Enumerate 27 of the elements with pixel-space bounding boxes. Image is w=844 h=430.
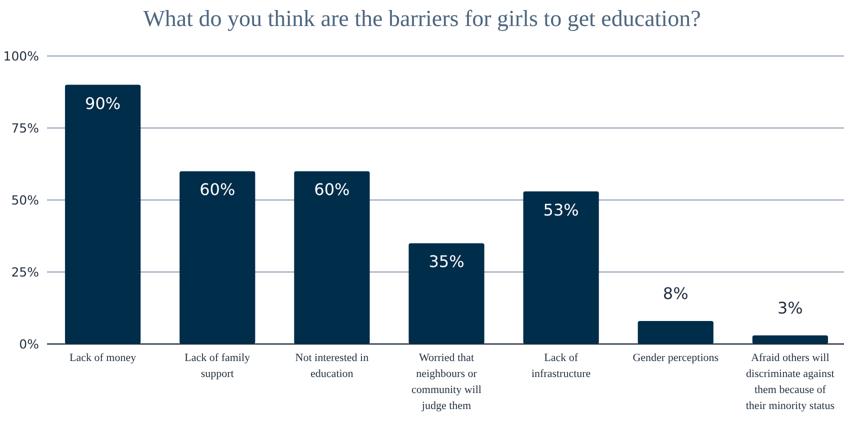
x-tick-label: Lack of infrastructure bbox=[531, 352, 591, 380]
bar bbox=[180, 171, 256, 344]
y-tick-label: 50% bbox=[11, 192, 40, 208]
x-tick-label: Lack of family support bbox=[184, 352, 251, 380]
y-tick-label: 25% bbox=[11, 264, 40, 280]
bar bbox=[638, 320, 714, 344]
bar bbox=[294, 171, 370, 344]
data-label: 60% bbox=[314, 180, 350, 200]
bar bbox=[752, 335, 828, 344]
x-tick-label: Worried that neighbours or community will judge them bbox=[412, 352, 482, 412]
y-tick-label: 0% bbox=[19, 336, 40, 352]
x-tick-label: Gender perceptions bbox=[632, 352, 719, 364]
x-tick-label: Lack of money bbox=[70, 352, 137, 364]
bar bbox=[65, 84, 141, 344]
data-label: 53% bbox=[543, 200, 579, 220]
data-label: 60% bbox=[200, 180, 236, 200]
chart-title: What do you think are the barriers for girls to get education? bbox=[143, 6, 701, 31]
data-label: 35% bbox=[428, 252, 464, 272]
data-label: 90% bbox=[85, 94, 121, 113]
data-label: 3% bbox=[778, 298, 803, 318]
data-label: 8% bbox=[662, 284, 688, 303]
bar bbox=[523, 191, 599, 344]
bar bbox=[408, 243, 484, 344]
y-tick-label: 100% bbox=[3, 48, 40, 64]
x-tick-label: Not interested in education bbox=[295, 352, 370, 380]
y-tick-label: 75% bbox=[11, 120, 40, 136]
x-tick-label: Afraid others will discriminate against them because of their minority status bbox=[746, 352, 834, 412]
